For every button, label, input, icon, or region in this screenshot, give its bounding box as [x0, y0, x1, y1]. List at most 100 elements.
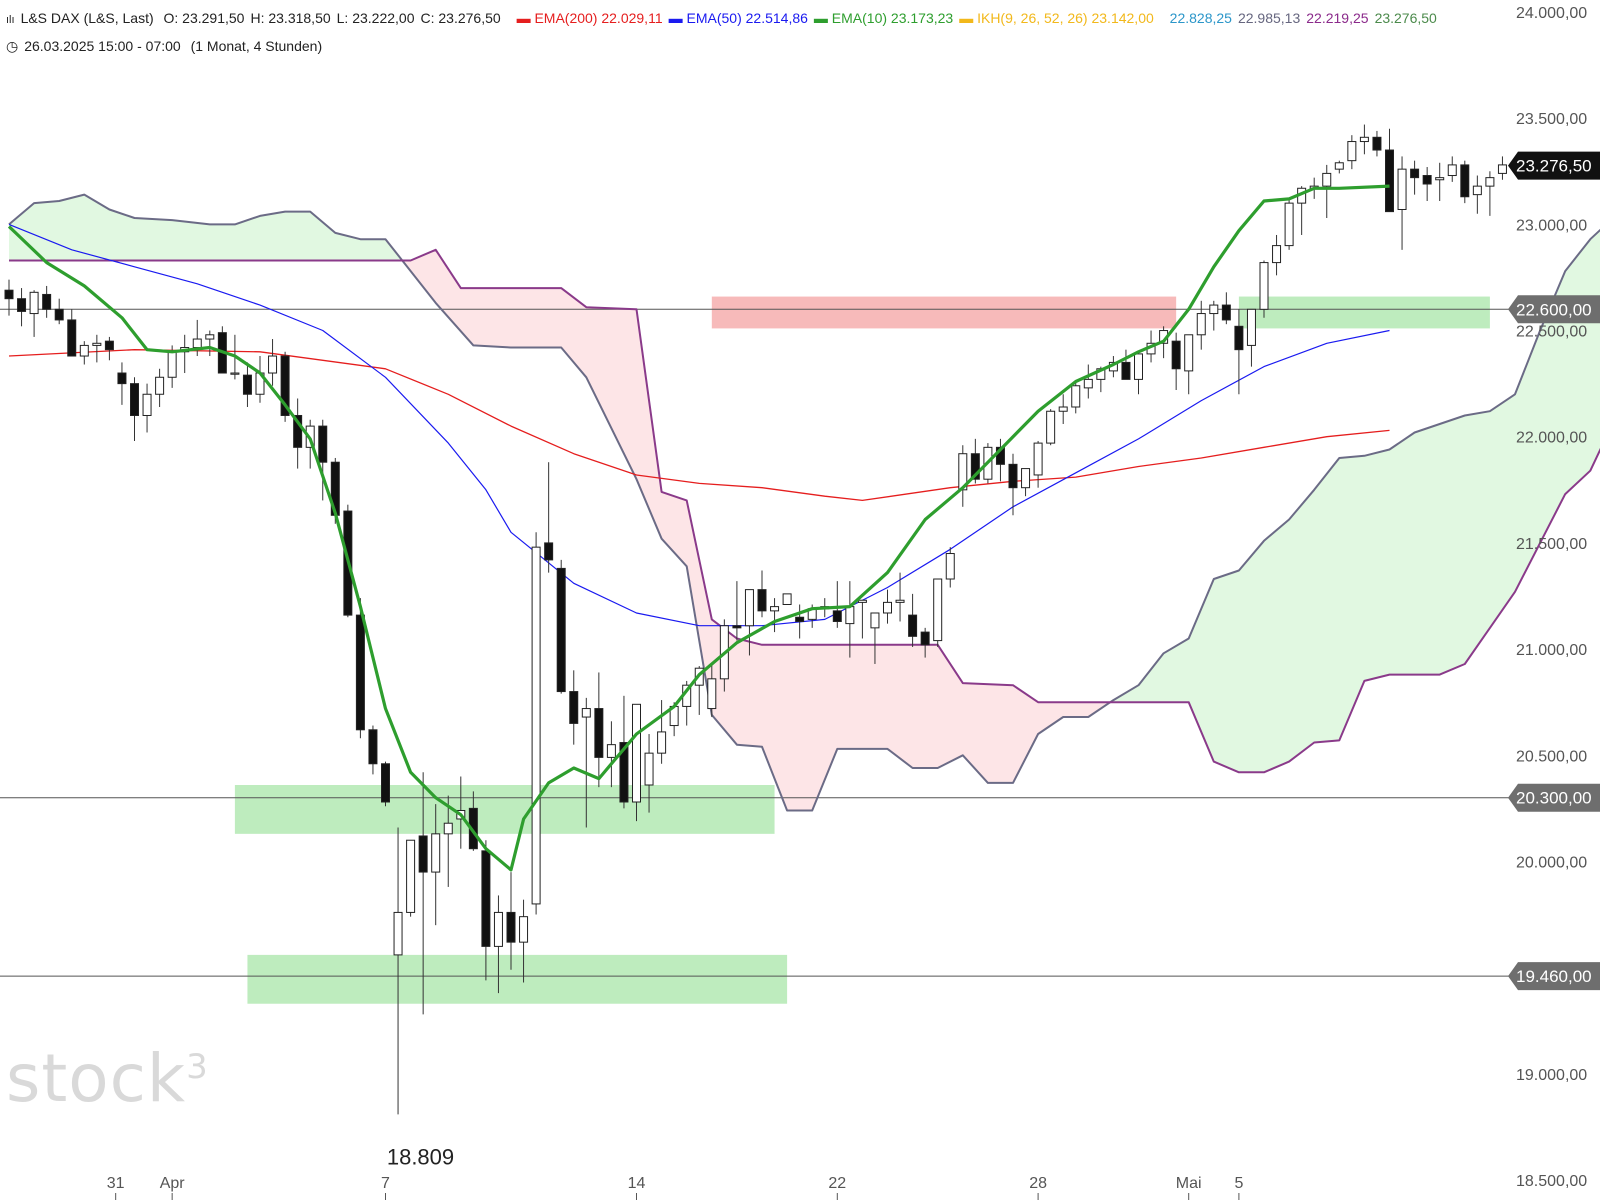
candle [569, 670, 579, 745]
candle-body [1033, 442, 1043, 476]
legend-ikh-3[interactable]: ▬ IKH(9, 26, 52, 26) 23.142,00 [959, 10, 1154, 26]
candle-body [519, 916, 529, 943]
candle-body [1058, 406, 1068, 412]
candle [594, 672, 604, 788]
candle-body [1322, 172, 1332, 187]
candle-body [1259, 262, 1269, 310]
candle-body [632, 703, 641, 803]
candle-body [1008, 463, 1018, 489]
candle-body [493, 911, 503, 947]
candle [205, 330, 215, 357]
candle [92, 334, 102, 363]
candle-body [770, 606, 780, 612]
candle [104, 336, 114, 361]
candle [293, 398, 303, 469]
candle-body [1021, 468, 1031, 489]
candle [381, 761, 390, 807]
candle [406, 839, 416, 917]
candle [1134, 353, 1143, 395]
candle-body [1447, 164, 1457, 177]
candle-body [970, 453, 980, 480]
instrument-name: L&S DAX (L&S, Last) [20, 10, 154, 26]
candle-body [1435, 177, 1445, 181]
price-zone-1 [1238, 296, 1490, 329]
candle-body [418, 835, 428, 873]
candle-body [318, 425, 328, 463]
candle [1422, 167, 1432, 202]
candle [1447, 156, 1457, 182]
candle-body [883, 601, 892, 614]
price-badge-3 [1508, 962, 1600, 991]
y-tick-label: 22.500,00 [1516, 324, 1587, 341]
clock-icon: ◷ [6, 38, 19, 54]
candle [920, 627, 930, 658]
candle-body [594, 708, 604, 758]
candle [4, 279, 14, 316]
candle-body [1083, 378, 1093, 389]
ohlc-open: O: 23.291,50 [163, 10, 245, 26]
ikh-value-3: 23.276,50 [1374, 10, 1437, 26]
candle-body [1359, 136, 1369, 143]
candle-body [933, 578, 943, 642]
candle [180, 334, 190, 374]
candle [1284, 198, 1294, 250]
ikh-value-1: 22.985,13 [1237, 10, 1301, 26]
candle [544, 462, 554, 573]
legend-ema-2[interactable]: ▬ EMA(10) 23.173,23 [813, 10, 954, 26]
candle [17, 288, 27, 327]
legend-ema-0[interactable]: ▬ EMA(200) 22.029,11 [516, 10, 663, 26]
ikh-extra-values: 22.828,25 22.985,13 22.219,25 23.276,50 [1170, 10, 1443, 26]
legend-ema-1[interactable]: ▬ EMA(50) 22.514,86 [668, 10, 808, 26]
candle [393, 827, 403, 1115]
candle [1460, 160, 1470, 204]
candle-body [1246, 308, 1256, 346]
ichimoku-cloud-bullish-0 [9, 194, 402, 261]
candle [142, 383, 152, 433]
candle [606, 721, 616, 788]
candle [556, 559, 566, 694]
price-badge-label: 20.300,00 [1516, 789, 1592, 808]
candle-body [895, 599, 905, 603]
candle [1209, 300, 1219, 331]
candle [1410, 160, 1420, 195]
candle [443, 795, 453, 887]
candle [1372, 130, 1382, 157]
candle-body [531, 546, 541, 905]
candle-body [1422, 175, 1432, 185]
candle [795, 604, 805, 639]
y-tick-label: 23.500,00 [1516, 111, 1587, 128]
candle [657, 700, 667, 764]
candle-body [42, 293, 52, 310]
x-tick-label: 7 [381, 1175, 390, 1192]
price-badge-2 [1508, 783, 1600, 812]
candle [832, 581, 842, 628]
chart-header-line-2: ◷ 26.03.2025 15:00 - 07:00 (1 Monat, 4 St… [6, 38, 328, 55]
candle-body [556, 567, 566, 693]
candle [1334, 160, 1344, 174]
candle [1196, 300, 1206, 350]
candle-body [481, 850, 491, 947]
candle [1397, 156, 1407, 250]
candle [242, 362, 252, 407]
candle-body [117, 372, 127, 385]
candle-body [1046, 410, 1056, 444]
candle-body [606, 744, 616, 758]
candle-body [506, 911, 516, 943]
candle [1347, 135, 1357, 170]
candle [644, 734, 654, 813]
candle-body [732, 625, 742, 629]
candle [1234, 309, 1244, 395]
candle-body [230, 372, 240, 375]
stock3-watermark: stock3 [6, 1040, 209, 1117]
ikh-value-2: 22.219,25 [1306, 10, 1369, 26]
candle [883, 589, 892, 624]
candle-body [192, 338, 202, 349]
y-tick-label: 19.000,00 [1516, 1067, 1587, 1084]
candle-body [857, 599, 867, 603]
candle [481, 840, 491, 981]
ohlc-values: O: 23.291,50 H: 23.318,50 L: 23.222,00 C: 2… [164, 10, 507, 26]
candle-body [1171, 340, 1181, 370]
price-badge-1 [1508, 295, 1600, 324]
candle [1171, 332, 1181, 391]
